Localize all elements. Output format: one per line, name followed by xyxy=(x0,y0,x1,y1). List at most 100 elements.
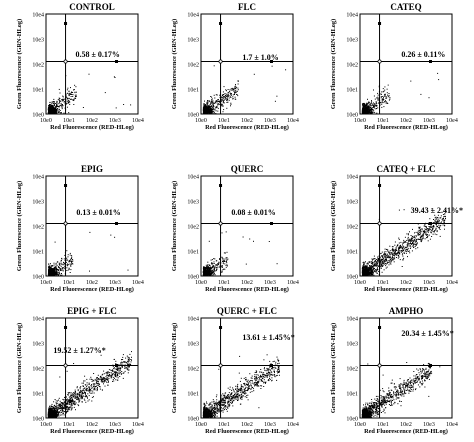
data-point xyxy=(213,102,215,104)
data-point xyxy=(428,234,430,236)
data-point xyxy=(383,252,385,254)
data-point xyxy=(216,267,218,269)
data-point xyxy=(366,271,368,273)
data-point xyxy=(67,269,69,271)
data-point xyxy=(401,254,403,256)
data-point xyxy=(62,95,64,97)
data-point xyxy=(48,266,50,268)
data-point xyxy=(372,267,374,268)
data-point xyxy=(206,271,207,273)
data-point xyxy=(61,264,63,266)
data-point xyxy=(398,245,400,247)
data-point xyxy=(392,246,394,248)
data-point xyxy=(363,261,365,263)
data-point xyxy=(227,89,229,90)
data-point xyxy=(61,274,63,276)
data-point xyxy=(55,269,57,271)
data-point xyxy=(49,112,51,113)
data-point xyxy=(60,268,62,270)
data-point xyxy=(401,266,403,267)
y-tick-label: 10e1 xyxy=(346,250,358,256)
data-point xyxy=(210,273,212,275)
data-point xyxy=(242,236,244,238)
data-point xyxy=(51,111,53,113)
data-point xyxy=(365,268,367,270)
data-point xyxy=(403,257,405,259)
data-point xyxy=(413,236,415,238)
data-points xyxy=(202,65,287,115)
data-point xyxy=(371,110,373,112)
data-point xyxy=(235,92,237,94)
data-point xyxy=(367,112,369,114)
data-point xyxy=(394,248,396,250)
data-point xyxy=(249,238,251,240)
data-point xyxy=(215,94,217,96)
data-point xyxy=(224,252,226,254)
data-point xyxy=(96,378,98,380)
x-axis-label: Red Fluorescence (RED-HLog) xyxy=(50,124,134,131)
data-point xyxy=(64,101,65,103)
data-point xyxy=(230,102,232,104)
data-point xyxy=(72,92,74,93)
data-point xyxy=(377,107,379,109)
data-point xyxy=(385,101,387,103)
data-point xyxy=(52,414,54,416)
data-point xyxy=(60,262,62,264)
data-point xyxy=(216,106,218,108)
data-point xyxy=(222,257,224,259)
data-point xyxy=(418,226,420,228)
data-point xyxy=(214,268,216,270)
data-point xyxy=(402,242,404,244)
data-point xyxy=(376,105,378,107)
data-point xyxy=(373,270,375,271)
data-point xyxy=(130,361,132,363)
data-point xyxy=(210,111,212,113)
data-point xyxy=(230,88,232,90)
data-point xyxy=(397,247,399,249)
data-point xyxy=(48,409,50,411)
data-point xyxy=(419,226,421,228)
data-point xyxy=(374,261,376,262)
data-point xyxy=(376,265,378,267)
data-point xyxy=(382,256,384,258)
data-point xyxy=(431,208,433,210)
data-point xyxy=(208,111,209,113)
gate-handle xyxy=(378,184,382,187)
data-point xyxy=(51,273,53,275)
data-point xyxy=(413,235,415,237)
data-point xyxy=(72,260,74,262)
data-point xyxy=(440,215,442,217)
x-tick-label: 10e3 xyxy=(109,280,121,286)
x-tick-label: 10e2 xyxy=(86,118,98,124)
plot-frame xyxy=(45,13,139,115)
data-point xyxy=(211,262,213,264)
data-point xyxy=(48,273,50,275)
data-point xyxy=(435,217,437,219)
data-point xyxy=(53,112,55,114)
data-point xyxy=(411,250,413,252)
data-point xyxy=(389,257,391,259)
data-point xyxy=(398,242,400,244)
data-point xyxy=(52,103,54,105)
data-point xyxy=(389,250,391,252)
data-point xyxy=(209,112,211,114)
data-point xyxy=(383,90,385,92)
data-point xyxy=(54,103,56,104)
data-point xyxy=(421,236,423,238)
data-point xyxy=(363,106,365,108)
data-point xyxy=(362,113,364,115)
data-point xyxy=(380,96,382,98)
data-point xyxy=(387,94,388,96)
data-point xyxy=(396,245,398,247)
data-point xyxy=(372,104,373,106)
y-tick-label: 10e2 xyxy=(32,225,44,231)
data-point xyxy=(402,246,404,248)
gate-handle xyxy=(64,22,68,25)
data-point xyxy=(433,226,435,228)
data-point xyxy=(363,271,365,273)
data-point xyxy=(214,101,216,103)
data-point xyxy=(108,375,110,376)
data-point xyxy=(215,270,217,272)
data-point xyxy=(367,98,368,100)
